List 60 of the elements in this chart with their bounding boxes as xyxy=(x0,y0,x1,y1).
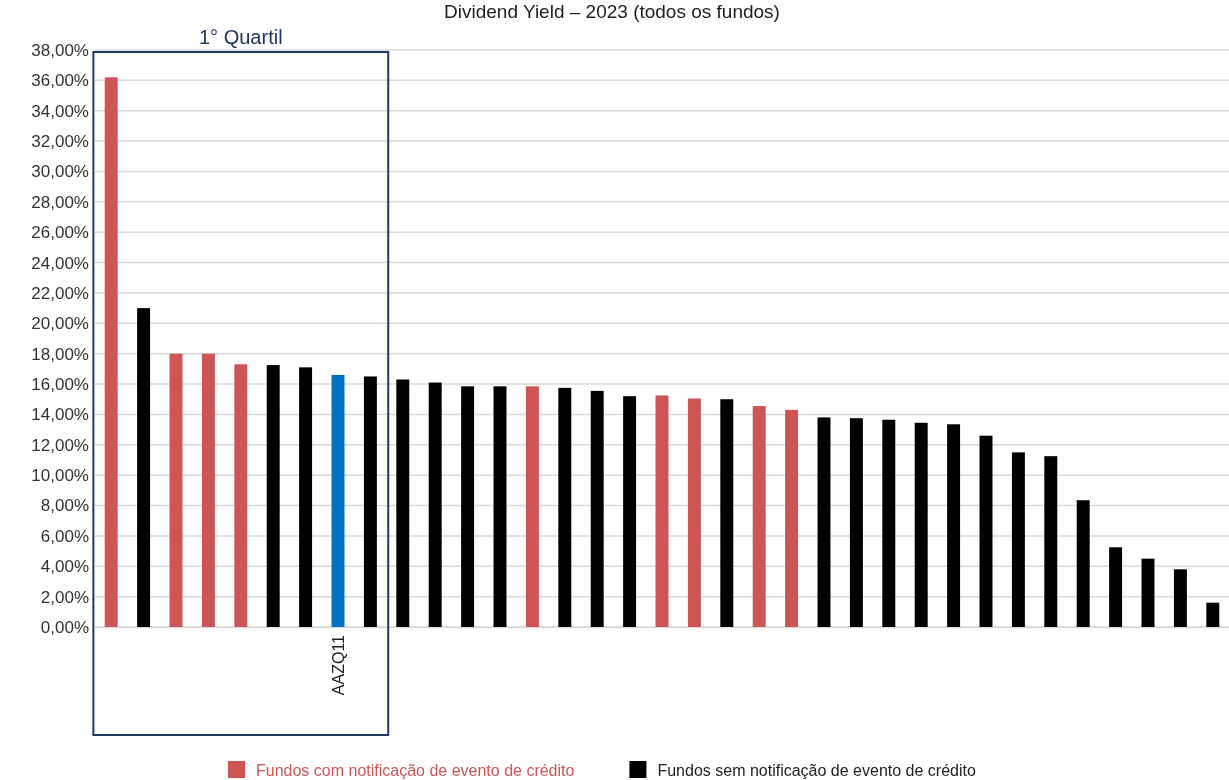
y-tick-label: 6,00% xyxy=(40,526,89,546)
bar xyxy=(525,386,539,627)
bar xyxy=(752,406,766,627)
y-tick-label: 38,00% xyxy=(31,40,89,60)
bar xyxy=(266,365,280,627)
y-tick-label: 0,00% xyxy=(40,617,89,637)
bar xyxy=(428,382,442,627)
bar xyxy=(687,398,701,627)
bar xyxy=(1076,500,1090,627)
legend-label: Fundos com notificação de evento de crédito xyxy=(256,762,575,779)
bar xyxy=(979,435,993,627)
bar xyxy=(1206,602,1220,627)
bar xyxy=(299,367,313,627)
bar xyxy=(201,353,215,627)
bar xyxy=(169,353,183,627)
bar xyxy=(817,417,831,627)
bar xyxy=(331,374,345,627)
bar xyxy=(1011,452,1025,627)
y-tick-label: 12,00% xyxy=(31,435,89,455)
bar xyxy=(914,422,928,627)
bar xyxy=(590,390,604,627)
bar xyxy=(558,387,572,627)
y-tick-label: 36,00% xyxy=(31,71,89,91)
y-tick-label: 10,00% xyxy=(31,466,89,486)
y-tick-label: 22,00% xyxy=(31,283,89,303)
y-tick-label: 20,00% xyxy=(31,314,89,334)
bar xyxy=(1109,547,1123,627)
bar xyxy=(849,418,863,627)
bar xyxy=(363,376,377,627)
bar xyxy=(785,409,799,627)
y-tick-label: 34,00% xyxy=(31,101,89,121)
y-tick-label: 32,00% xyxy=(31,132,89,152)
bar xyxy=(1044,456,1058,627)
y-tick-label: 26,00% xyxy=(31,223,89,243)
bar xyxy=(623,396,637,627)
y-tick-label: 16,00% xyxy=(31,374,89,394)
bar xyxy=(655,395,669,627)
bar xyxy=(396,379,410,627)
chart-title: Dividend Yield – 2023 (todos os fundos) xyxy=(444,1,780,22)
bar xyxy=(493,386,507,627)
y-tick-label: 18,00% xyxy=(31,344,89,364)
x-tick-label: AAZQ11 xyxy=(329,634,347,696)
y-tick-label: 2,00% xyxy=(40,587,89,607)
bar xyxy=(882,419,896,627)
bar xyxy=(104,77,118,627)
bar xyxy=(1173,569,1187,627)
text: 1° Quartil xyxy=(199,26,283,48)
bar xyxy=(461,386,475,627)
y-tick-label: 8,00% xyxy=(40,496,89,516)
y-tick-label: 24,00% xyxy=(31,253,89,273)
bar xyxy=(137,308,151,627)
y-tick-label: 4,00% xyxy=(40,557,89,577)
legend-label: Fundos sem notificação de evento de crédito xyxy=(657,762,976,779)
y-tick-label: 30,00% xyxy=(31,162,89,182)
y-tick-label: 14,00% xyxy=(31,405,89,425)
y-tick-label: 28,00% xyxy=(31,192,89,212)
bar xyxy=(947,424,961,627)
bar xyxy=(720,399,734,627)
bar xyxy=(1141,558,1155,627)
bar xyxy=(234,364,248,627)
